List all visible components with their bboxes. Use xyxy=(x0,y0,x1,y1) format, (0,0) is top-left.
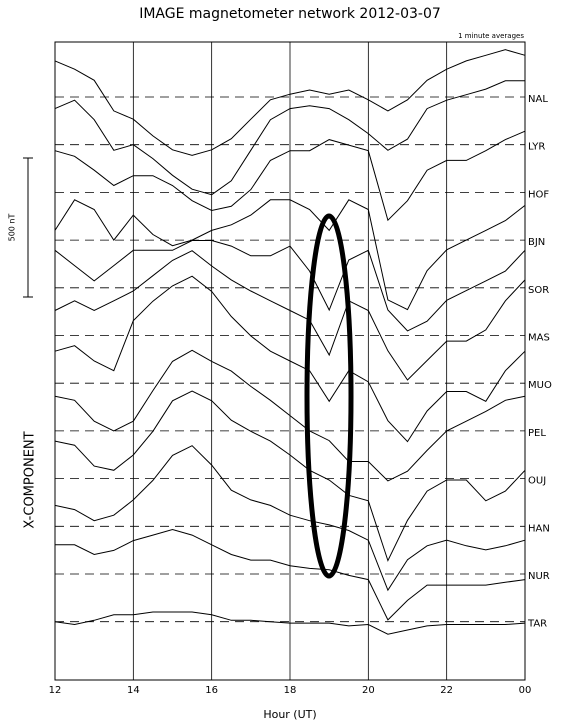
plot-layer: 500 nT 12 14 16 18 20 22 00 NAL LYR HOF BJN SOR MAS MU… xyxy=(8,42,552,696)
trace xyxy=(54,199,526,311)
station-label: MUO xyxy=(528,380,552,391)
x-axis-label: Hour (UT) xyxy=(263,708,316,721)
station-label: BJN xyxy=(528,237,545,248)
trace xyxy=(54,130,526,222)
trace xyxy=(54,80,525,196)
station-label: MAS xyxy=(528,333,550,344)
station-label: LYR xyxy=(528,142,545,153)
trace xyxy=(54,275,526,443)
trace xyxy=(54,390,526,562)
highlight-ellipse xyxy=(304,213,354,579)
station-label: NUR xyxy=(528,571,550,582)
scale-bar-label: 500 nT xyxy=(8,214,17,242)
x-tick-label: 20 xyxy=(362,685,375,696)
x-tick-label: 16 xyxy=(205,685,218,696)
x-tick-label: 00 xyxy=(519,685,532,696)
x-tick-label: 14 xyxy=(127,685,140,696)
station-label: NAL xyxy=(528,94,548,105)
station-label: HOF xyxy=(528,189,549,200)
trace xyxy=(54,240,526,332)
trace xyxy=(55,528,526,621)
trace xyxy=(54,250,526,381)
trace xyxy=(54,611,526,635)
station-label: SOR xyxy=(528,285,549,296)
trace xyxy=(54,349,526,482)
x-tick-label: 22 xyxy=(440,685,453,696)
station-label: OUJ xyxy=(528,476,546,487)
station-label: TAR xyxy=(527,619,547,630)
x-tick-label: 12 xyxy=(49,685,62,696)
station-label: PEL xyxy=(528,428,546,439)
y-axis-label: X-COMPONENT xyxy=(23,431,38,528)
chart-subtitle: 1 minute averages xyxy=(458,32,524,40)
station-label: HAN xyxy=(528,523,550,534)
trace xyxy=(54,49,526,156)
chart-title: IMAGE magnetometer network 2012-03-07 xyxy=(139,6,441,22)
trace xyxy=(54,445,526,592)
x-tick-label: 18 xyxy=(284,685,297,696)
